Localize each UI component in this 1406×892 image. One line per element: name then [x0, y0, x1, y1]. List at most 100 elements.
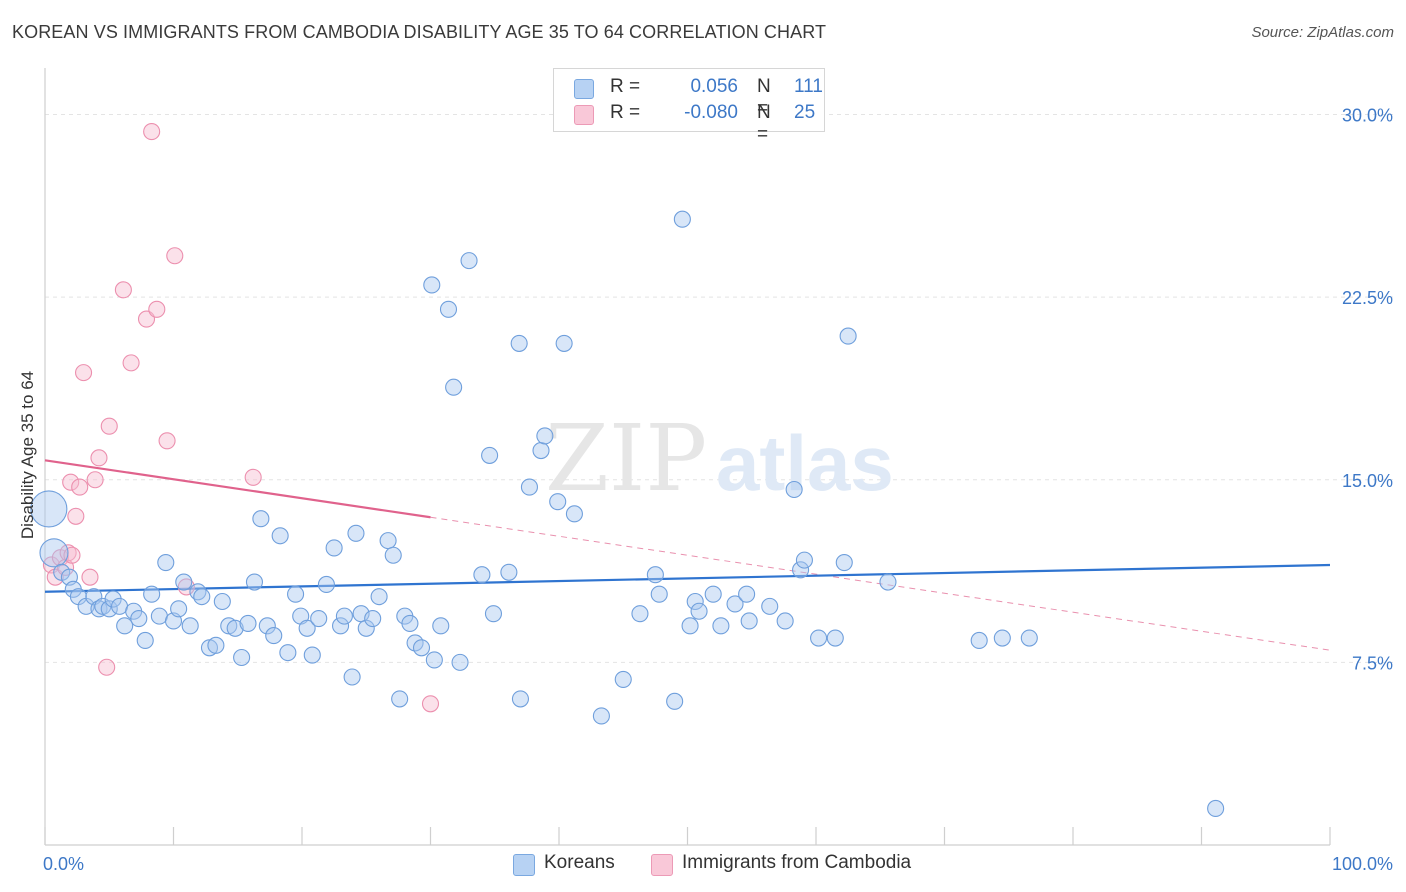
korean-point: [520, 478, 538, 496]
y-tick-label: 30.0%: [1342, 106, 1393, 126]
korean-trend-line: [44, 563, 1331, 593]
axes: [44, 68, 1331, 846]
korean-point: [39, 538, 69, 568]
y-axis-title: Disability Age 35 to 64: [18, 371, 37, 539]
korean-point: [207, 636, 225, 654]
korean-point: [510, 334, 528, 352]
korean-point: [673, 210, 691, 228]
korean-point: [650, 585, 668, 603]
korean-point: [1207, 799, 1225, 818]
korean-point: [310, 610, 328, 628]
korean-point: [335, 607, 353, 625]
korean-point: [370, 588, 388, 606]
korean-point: [826, 629, 844, 647]
korean-point: [666, 692, 684, 710]
korean-point: [810, 629, 828, 647]
x-tick-label: 100.0%: [1332, 854, 1393, 874]
r-value: -0.080: [684, 102, 738, 123]
korean-point: [245, 573, 264, 591]
korean-point: [761, 597, 779, 615]
series-korean-points: [30, 210, 1225, 818]
cambodia-point: [158, 432, 176, 450]
r-label: R =: [610, 76, 641, 97]
korean-point: [592, 707, 610, 725]
korean-point: [331, 617, 350, 635]
korean-point: [432, 617, 450, 635]
n-value: 25: [794, 102, 816, 123]
korean-point: [423, 276, 441, 294]
korean-point: [193, 588, 211, 606]
korean-point: [686, 592, 704, 611]
korean-point: [30, 490, 68, 528]
korean-point: [646, 566, 664, 584]
korean-point: [473, 566, 491, 584]
korean-point: [265, 627, 283, 645]
korean-point: [226, 619, 244, 637]
korean-point: [795, 551, 813, 569]
korean-point: [481, 446, 499, 464]
korean-point: [740, 612, 758, 630]
cambodia-point: [421, 695, 440, 713]
korean-point: [776, 612, 794, 630]
cambodia-point: [67, 507, 85, 525]
korean-point: [993, 629, 1011, 647]
korean-point: [401, 614, 419, 632]
korean-point: [536, 427, 554, 445]
korean-point: [412, 639, 431, 657]
cambodia-point: [148, 300, 166, 318]
cambodia-point: [166, 247, 184, 265]
korean-point: [157, 553, 175, 572]
korean-point: [391, 690, 409, 708]
watermark: ZIP atlas: [545, 405, 894, 512]
korean-point: [511, 690, 530, 708]
cambodia-point: [100, 417, 118, 435]
korean-point: [565, 505, 583, 523]
korean-point: [785, 480, 803, 499]
cambodia-point: [71, 478, 89, 496]
korean-point: [239, 614, 257, 632]
korean-point: [143, 585, 161, 603]
cambodia-trend-line: [44, 459, 431, 519]
korean-point: [116, 617, 134, 635]
korean-point: [181, 617, 199, 635]
korean-point: [792, 561, 810, 579]
korean-point: [631, 605, 649, 623]
korean-point: [271, 527, 289, 545]
korean-point: [738, 585, 756, 603]
n-label: N =: [757, 102, 771, 145]
korean-point: [279, 644, 297, 662]
cambodia-swatch: [574, 105, 594, 125]
x-tick-label: 0.0%: [43, 854, 84, 874]
korean-point: [287, 585, 305, 603]
korean-point: [150, 607, 168, 625]
korean-point: [303, 646, 321, 664]
korean-point: [136, 631, 154, 650]
cambodia-point: [114, 281, 132, 299]
cambodia-point: [122, 354, 140, 372]
korean-point: [451, 653, 469, 671]
korean-point: [258, 617, 276, 635]
korean-point: [384, 546, 402, 564]
r-value: 0.056: [690, 76, 738, 97]
korean-point: [970, 631, 988, 650]
korean-point: [364, 610, 382, 628]
watermark-atlas: atlas: [716, 419, 894, 507]
korean-point: [681, 617, 699, 635]
korean-point: [835, 553, 853, 572]
korean-point: [425, 651, 443, 669]
korean-point: [726, 595, 744, 613]
cambodia-swatch: [651, 854, 673, 876]
watermark-zip: ZIP: [545, 405, 707, 512]
korean-point: [100, 600, 118, 618]
korean-point: [233, 648, 251, 667]
korean-point: [555, 334, 573, 352]
korean-swatch: [574, 79, 594, 99]
korean-point: [712, 617, 730, 635]
korean-point: [549, 493, 567, 511]
korean-point: [460, 252, 478, 270]
cambodia-point: [75, 364, 93, 382]
n-label: N =: [757, 76, 771, 119]
korean-point: [343, 668, 361, 686]
legend-label-koreans: Koreans: [544, 852, 615, 873]
